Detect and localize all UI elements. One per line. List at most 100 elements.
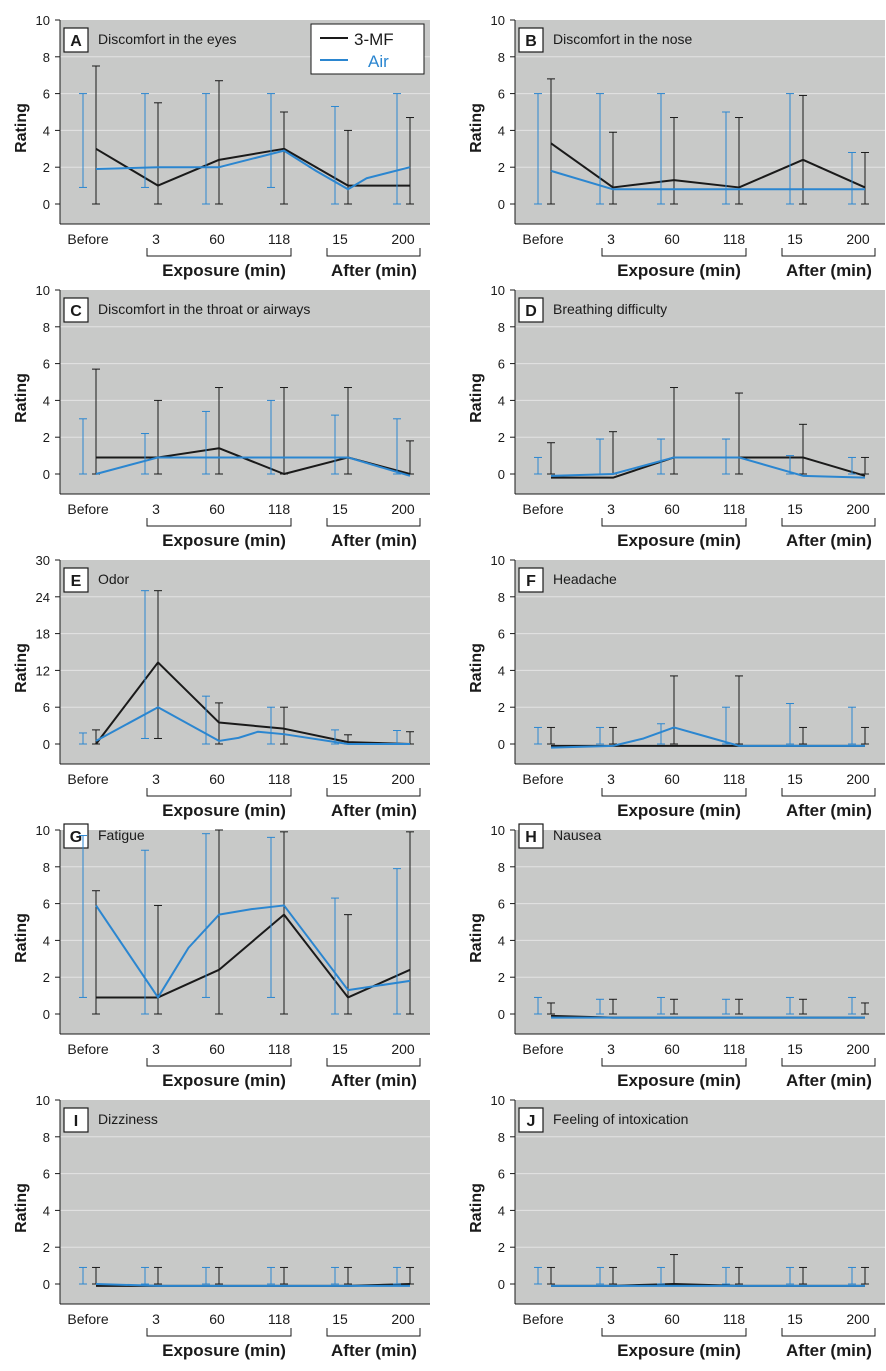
y-axis-label: Rating — [468, 373, 485, 423]
after-bracket — [326, 1058, 421, 1067]
panel-letter: H — [525, 829, 537, 846]
y-tick-label: 4 — [43, 123, 50, 138]
y-tick-label: 6 — [498, 897, 505, 912]
y-tick-label: 2 — [498, 1240, 505, 1255]
y-tick-label: 6 — [43, 87, 50, 102]
x-tick-label: 15 — [332, 231, 348, 247]
exposure-axis-label: Exposure (min) — [162, 1071, 286, 1090]
y-tick-label: 10 — [36, 283, 50, 298]
exposure-bracket — [601, 248, 747, 257]
y-tick-label: 0 — [43, 1007, 50, 1022]
y-tick-label: 8 — [498, 590, 505, 605]
series-line — [95, 706, 410, 745]
x-tick-label: 200 — [391, 1311, 415, 1327]
y-tick-label: 8 — [498, 320, 505, 335]
plot-area — [515, 830, 885, 1034]
panel-letter-box — [63, 567, 89, 593]
x-tick-label: Before — [67, 771, 108, 787]
y-tick-label: 10 — [491, 13, 505, 28]
series-air — [534, 93, 865, 205]
x-tick-label: 15 — [332, 1041, 348, 1057]
exposure-axis-label: Exposure (min) — [617, 1341, 741, 1360]
x-tick-label: 118 — [268, 501, 291, 517]
after-axis-label: After (min) — [331, 1071, 417, 1090]
after-axis-label: After (min) — [331, 801, 417, 820]
y-tick-label: 18 — [36, 627, 50, 642]
y-tick-label: 8 — [43, 50, 50, 65]
x-tick-label: 60 — [209, 1041, 225, 1057]
exposure-axis-label: Exposure (min) — [617, 1071, 741, 1090]
series-air — [79, 590, 410, 745]
panel-e: 0 6 12 18 24 30 Rating Before 3 60 118 15 200 Exposur… — [13, 553, 430, 820]
y-tick-label: 0 — [498, 737, 505, 752]
x-tick-label: 15 — [332, 1311, 348, 1327]
x-tick-label: 200 — [846, 501, 870, 517]
exposure-axis-label: Exposure (min) — [617, 261, 741, 280]
panel-title: Breathing difficulty — [553, 301, 667, 317]
after-bracket — [781, 1328, 876, 1337]
y-tick-label: 2 — [43, 160, 50, 175]
x-tick-label: 60 — [209, 1311, 225, 1327]
series-line — [95, 904, 411, 999]
y-tick-label: 4 — [498, 663, 505, 678]
y-tick-label: 4 — [498, 1203, 505, 1218]
x-tick-label: Before — [522, 771, 563, 787]
y-axis-label: Rating — [13, 1183, 30, 1233]
after-axis-label: After (min) — [786, 261, 872, 280]
x-tick-label: 3 — [607, 1311, 615, 1327]
plot-area — [515, 20, 885, 224]
series-air — [79, 833, 411, 1015]
series-line — [550, 169, 865, 191]
exposure-bracket — [601, 1328, 747, 1337]
after-axis-label: After (min) — [786, 531, 872, 550]
plot-area — [60, 1100, 430, 1304]
panel-letter-box — [518, 567, 544, 593]
after-axis-label: After (min) — [786, 1341, 872, 1360]
after-bracket — [781, 788, 876, 797]
series-line — [95, 147, 410, 187]
y-tick-label: 6 — [498, 627, 505, 642]
panel-d: 0 2 4 6 8 10 Rating Before 3 60 118 15 200 Exposure (… — [468, 283, 885, 550]
exposure-axis-label: Exposure (min) — [162, 261, 286, 280]
series-line — [550, 456, 866, 479]
x-tick-label: 15 — [787, 1041, 803, 1057]
after-bracket — [781, 1058, 876, 1067]
x-tick-label: 118 — [723, 501, 746, 517]
panel-letter-box — [518, 823, 544, 849]
series-line — [95, 1283, 410, 1287]
x-tick-label: 200 — [846, 231, 870, 247]
panel-letter-box — [518, 297, 544, 323]
y-axis-label: Rating — [468, 1183, 485, 1233]
x-tick-label: 3 — [152, 1041, 160, 1057]
y-tick-label: 2 — [498, 970, 505, 985]
y-tick-label: 4 — [498, 393, 505, 408]
y-tick-label: 10 — [36, 823, 50, 838]
x-tick-label: Before — [67, 1311, 108, 1327]
y-axis-label: Rating — [13, 643, 30, 693]
panel-title: Discomfort in the eyes — [98, 31, 237, 47]
panel-letter: F — [526, 573, 536, 590]
panel-letter: A — [70, 33, 82, 50]
exposure-bracket — [146, 248, 292, 257]
x-tick-label: 60 — [664, 771, 680, 787]
plot-area — [515, 560, 885, 764]
y-tick-label: 0 — [498, 1007, 505, 1022]
series-air — [534, 703, 865, 749]
series-line — [550, 142, 866, 189]
x-tick-label: Before — [67, 231, 108, 247]
y-tick-label: 10 — [36, 13, 50, 28]
panel-letter: D — [525, 303, 537, 320]
x-tick-label: 15 — [787, 1311, 803, 1327]
y-tick-label: 6 — [498, 87, 505, 102]
panel-f: 0 2 4 6 8 10 Rating Before 3 60 118 15 200 Exposure (… — [468, 553, 885, 820]
y-tick-label: 4 — [43, 393, 50, 408]
plot-area — [515, 290, 885, 494]
x-tick-label: Before — [67, 1041, 108, 1057]
after-axis-label: After (min) — [786, 801, 872, 820]
y-tick-label: 10 — [491, 283, 505, 298]
x-tick-label: 200 — [391, 231, 415, 247]
exposure-bracket — [146, 788, 292, 797]
y-tick-label: 8 — [498, 1130, 505, 1145]
x-tick-label: 200 — [391, 1041, 415, 1057]
